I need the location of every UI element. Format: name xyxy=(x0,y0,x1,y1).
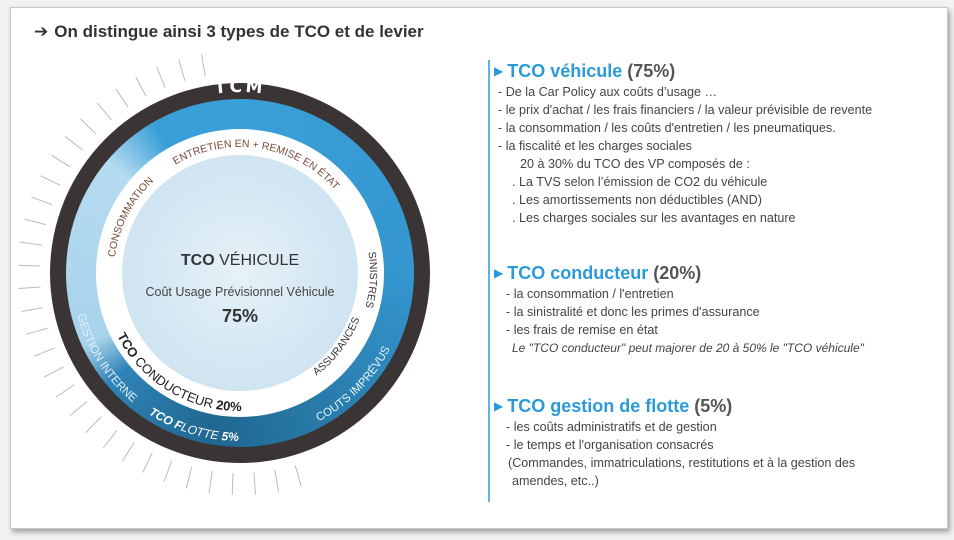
tick-mark xyxy=(40,175,61,186)
triangle-bullet-icon: ▶ xyxy=(494,64,504,78)
list-item: - les coûts administratifs et de gestion xyxy=(506,420,717,434)
list-item: - le temps et l'organisation consacrés xyxy=(506,438,714,452)
tick-mark xyxy=(64,135,83,151)
svg-text:TCM: TCM xyxy=(214,77,267,99)
tick-mark xyxy=(135,76,147,97)
tick-mark xyxy=(24,218,47,226)
tick-mark xyxy=(33,347,55,357)
flotte-bold: TCO F xyxy=(147,404,185,433)
tick-mark xyxy=(69,401,88,417)
list-item: - la consommation / l'entretien xyxy=(506,287,674,301)
tick-mark xyxy=(115,88,129,108)
list-item: - la sinistralité et donc les primes d'a… xyxy=(506,305,760,319)
tick-mark xyxy=(51,154,71,168)
list-item: . Les amortissements non déductibles (AN… xyxy=(512,193,762,207)
list-item: - la fiscalité et les charges sociales xyxy=(498,139,692,153)
label-tcm: TCM xyxy=(214,77,264,99)
section-tco-conducteur: ▶ TCO conducteur (20%) - la consommation … xyxy=(494,262,864,357)
divider-line xyxy=(488,60,490,502)
section-heading: ▶ TCO gestion de flotte (5%) xyxy=(494,396,733,416)
tick-mark xyxy=(156,66,166,88)
conducteur-bold: TCO xyxy=(114,330,141,361)
svg-text:SINISTRES: SINISTRES xyxy=(363,251,379,309)
flotte-text: LOTTE xyxy=(179,420,220,443)
flotte-pct: 5% xyxy=(221,429,239,444)
triangle-bullet-icon: ▶ xyxy=(494,266,504,280)
conducteur-pct: 20% xyxy=(215,397,242,414)
list-item: - le prix d'achat / les frais financiers… xyxy=(498,103,873,117)
tick-mark xyxy=(231,472,234,495)
tick-mark xyxy=(20,241,43,246)
list-item: . La TVS selon l’émission de CO2 du véhi… xyxy=(512,175,768,189)
tick-mark xyxy=(43,366,64,378)
list-item: 20 à 30% du TCO des VP composés de : xyxy=(520,157,750,171)
note: Le "TCO conducteur" peut majorer de 20 à… xyxy=(512,341,864,355)
tick-mark xyxy=(253,472,256,495)
tick-mark xyxy=(274,469,280,492)
center-title: TCO VÉHICULE xyxy=(181,250,299,269)
section-heading: ▶ TCO conducteur (20%) xyxy=(494,263,702,283)
tick-mark xyxy=(294,465,302,487)
slide-title: ➔ On distingue ainsi 3 types de TCO et de… xyxy=(34,22,424,42)
label-consommation: CONSOMMATION xyxy=(106,175,156,258)
tick-mark xyxy=(102,430,118,449)
svg-text:CONSOMMATION: CONSOMMATION xyxy=(106,175,156,258)
tick-mark xyxy=(18,264,41,267)
list-item: . Les charges sociales sur les avantages… xyxy=(512,211,796,225)
list-item: (Commandes, immatriculations, restitutio… xyxy=(508,456,856,470)
tick-mark xyxy=(208,470,213,493)
tick-mark xyxy=(31,196,53,206)
tick-mark xyxy=(163,460,173,482)
tick-mark xyxy=(79,118,97,135)
svg-text:ENTRETIEN EN + REMISE EN ÉTAT: ENTRETIEN EN + REMISE EN ÉTAT xyxy=(171,138,342,193)
tick-mark xyxy=(21,307,44,313)
tick-mark xyxy=(55,384,75,398)
list-item: - la consommation / les coûts d'entretie… xyxy=(498,121,836,135)
tick-marks xyxy=(18,54,302,495)
section-tco-vehicule: ▶ TCO véhicule (75%) - De la Car Policy a… xyxy=(494,60,872,227)
center-subtitle: Coût Usage Prévisionnel Véhicule xyxy=(146,285,335,299)
slide-title-text: On distingue ainsi 3 types de TCO et de … xyxy=(54,22,424,41)
tick-mark xyxy=(18,286,41,289)
triangle-bullet-icon: ▶ xyxy=(494,399,504,413)
section-tco-gestion-flotte: ▶ TCO gestion de flotte (5%) - les coûts … xyxy=(494,395,855,490)
list-item: amendes, etc..) xyxy=(512,474,599,488)
tick-mark xyxy=(200,54,206,77)
tick-mark xyxy=(185,466,193,489)
list-item: - les frais de remise en état xyxy=(506,323,658,337)
center-pct: 75% xyxy=(222,306,258,326)
tick-mark xyxy=(121,442,135,462)
svg-text:ASSURANCES: ASSURANCES xyxy=(311,315,363,378)
tick-mark xyxy=(85,416,102,434)
list-item: - De la Car Policy aux coûts d’usage … xyxy=(498,85,718,99)
label-sinistres: SINISTRES xyxy=(363,251,379,309)
inner-disc xyxy=(122,155,358,391)
arrow-icon: ➔ xyxy=(34,22,49,41)
tick-mark xyxy=(26,327,48,335)
conducteur-text: CONDUCTEUR xyxy=(132,354,215,412)
section-heading: ▶ TCO véhicule (75%) xyxy=(494,61,676,81)
tick-mark xyxy=(96,102,112,121)
tick-mark xyxy=(142,452,153,473)
tick-mark xyxy=(178,59,186,81)
label-entretien: ENTRETIEN EN + REMISE EN ÉTAT xyxy=(171,138,342,193)
label-assurances: ASSURANCES xyxy=(311,315,363,378)
